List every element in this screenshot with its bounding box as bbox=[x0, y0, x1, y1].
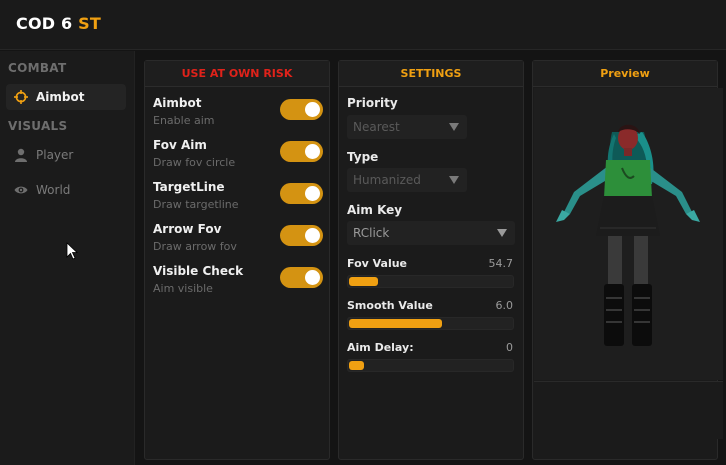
fov-value-slider[interactable] bbox=[347, 275, 514, 288]
aim-delay-slider[interactable] bbox=[347, 359, 514, 372]
combat-panel: USE AT OWN RISK Aimbot Enable aim Fov Ai… bbox=[144, 60, 330, 460]
chevron-down-icon bbox=[449, 176, 459, 184]
toggle-subtitle: Draw arrow fov bbox=[153, 240, 237, 253]
preview-panel: Preview bbox=[532, 60, 723, 460]
type-select[interactable]: Humanized bbox=[347, 168, 467, 192]
aim-delay-readout: 0 bbox=[506, 341, 513, 354]
toggle-title: Arrow Fov bbox=[153, 222, 222, 236]
character-preview bbox=[534, 88, 723, 380]
sidebar-item-label: Aimbot bbox=[36, 90, 85, 104]
toggle-row-targetline: TargetLine Draw targetline bbox=[153, 180, 323, 220]
type-label: Type bbox=[347, 150, 379, 164]
toggle-subtitle: Draw fov circle bbox=[153, 156, 236, 169]
chevron-down-icon bbox=[449, 123, 459, 131]
app-title-accent: ST bbox=[78, 14, 101, 33]
combat-panel-header: USE AT OWN RISK bbox=[145, 61, 329, 87]
sidebar-section-visuals: VISUALS bbox=[8, 119, 68, 133]
toggle-subtitle: Enable aim bbox=[153, 114, 215, 127]
toggle-knob bbox=[305, 102, 320, 117]
chevron-down-icon bbox=[497, 229, 507, 237]
toggle-row-arrow-fov: Arrow Fov Draw arrow fov bbox=[153, 222, 323, 262]
smooth-value-label: Smooth Value bbox=[347, 299, 433, 312]
priority-select[interactable]: Nearest bbox=[347, 115, 467, 139]
mouse-cursor-icon bbox=[66, 242, 79, 264]
toggle-title: Visible Check bbox=[153, 264, 244, 278]
sidebar-item-label: World bbox=[36, 183, 71, 197]
fov-value-readout: 54.7 bbox=[488, 257, 514, 270]
settings-panel: SETTINGS Priority Nearest Type Humanized… bbox=[338, 60, 524, 460]
toggle-subtitle: Draw targetline bbox=[153, 198, 239, 211]
toggle-row-visible-check: Visible Check Aim visible bbox=[153, 264, 323, 304]
aimbot-toggle[interactable] bbox=[280, 99, 323, 120]
smooth-value-readout: 6.0 bbox=[495, 299, 514, 312]
toggle-row-aimbot: Aimbot Enable aim bbox=[153, 96, 323, 136]
toggle-knob bbox=[305, 270, 320, 285]
targetline-toggle[interactable] bbox=[280, 183, 323, 204]
fov-aim-toggle[interactable] bbox=[280, 141, 323, 162]
toggle-title: Fov Aim bbox=[153, 138, 207, 152]
eye-icon bbox=[14, 183, 28, 197]
app-title: COD 6 ST bbox=[16, 14, 101, 33]
slider-fill bbox=[349, 361, 364, 370]
priority-label: Priority bbox=[347, 96, 398, 110]
crosshair-icon bbox=[14, 90, 28, 104]
toggle-knob bbox=[305, 144, 320, 159]
toggle-subtitle: Aim visible bbox=[153, 282, 213, 295]
aim-key-value: RClick bbox=[353, 226, 390, 240]
slider-fill bbox=[349, 319, 442, 328]
priority-value: Nearest bbox=[353, 120, 400, 134]
aim-delay-label: Aim Delay: bbox=[347, 341, 414, 354]
settings-panel-header: SETTINGS bbox=[339, 61, 523, 87]
toggle-title: Aimbot bbox=[153, 96, 202, 110]
sidebar: COMBAT Aimbot VISUALS Player bbox=[0, 51, 135, 465]
arrow-fov-toggle[interactable] bbox=[280, 225, 323, 246]
toggle-knob bbox=[305, 186, 320, 201]
title-bar: COD 6 ST bbox=[0, 0, 726, 50]
preview-panel-header: Preview bbox=[533, 61, 717, 87]
toggle-row-fov-aim: Fov Aim Draw fov circle bbox=[153, 138, 323, 178]
sidebar-item-aimbot[interactable]: Aimbot bbox=[6, 84, 126, 110]
toggle-knob bbox=[305, 228, 320, 243]
smooth-value-slider[interactable] bbox=[347, 317, 514, 330]
slider-fill bbox=[349, 277, 378, 286]
app-title-main: COD 6 bbox=[16, 14, 73, 33]
aim-key-select[interactable]: RClick bbox=[347, 221, 515, 245]
sidebar-section-combat: COMBAT bbox=[8, 61, 67, 75]
fov-value-label: Fov Value bbox=[347, 257, 408, 270]
aim-key-label: Aim Key bbox=[347, 203, 403, 217]
person-icon bbox=[14, 148, 28, 162]
preview-footer bbox=[534, 381, 723, 439]
visible-check-toggle[interactable] bbox=[280, 267, 323, 288]
sidebar-item-world[interactable]: World bbox=[6, 177, 126, 203]
sidebar-item-label: Player bbox=[36, 148, 74, 162]
sidebar-item-player[interactable]: Player bbox=[6, 142, 126, 168]
toggle-title: TargetLine bbox=[153, 180, 225, 194]
type-value: Humanized bbox=[353, 173, 421, 187]
character-model-image bbox=[556, 124, 700, 346]
